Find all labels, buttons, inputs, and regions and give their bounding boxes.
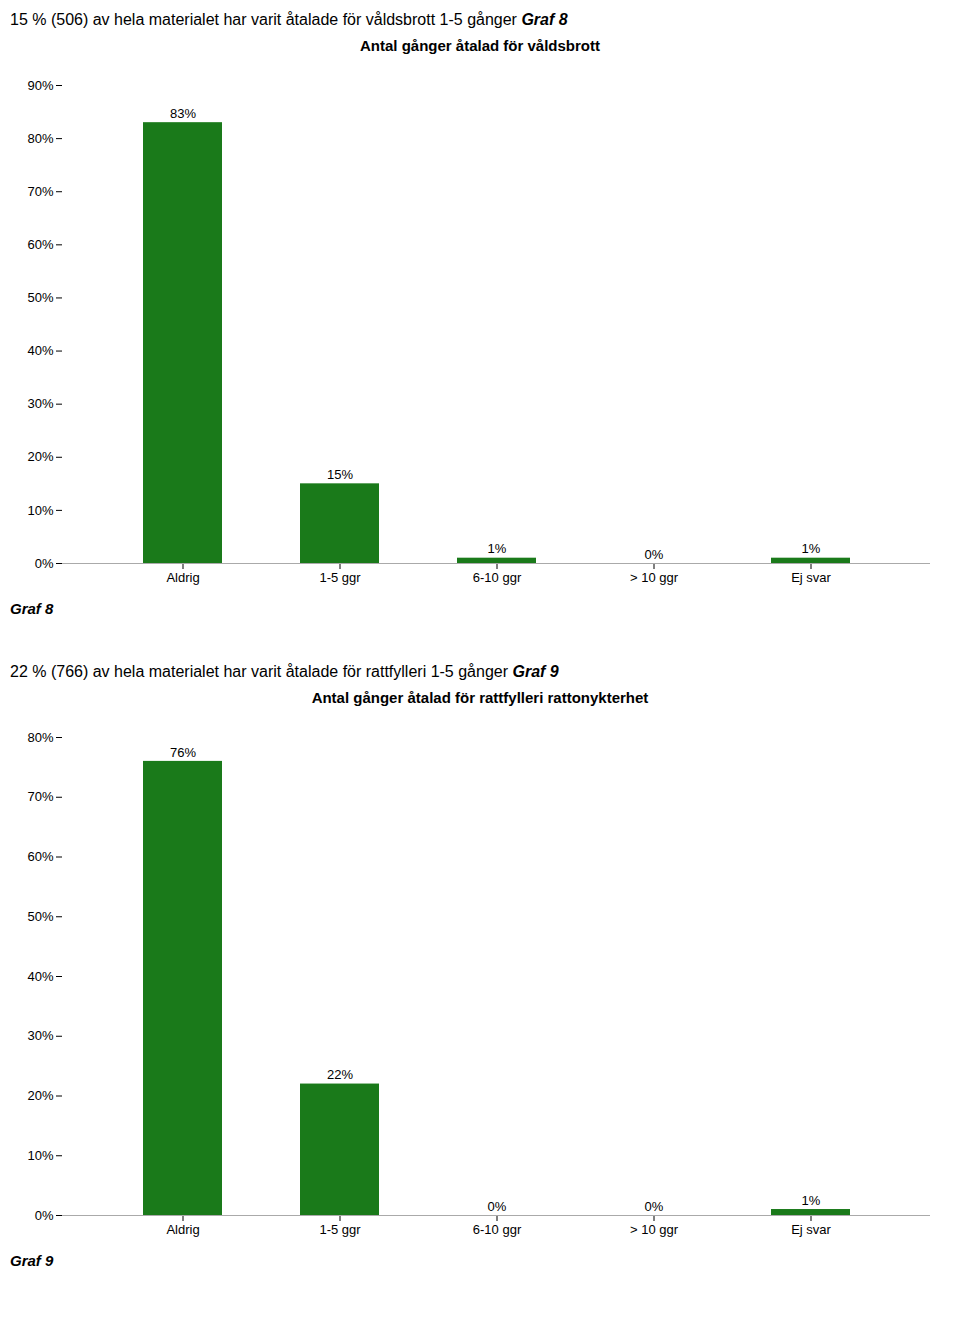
svg-text:6-10 ggr: 6-10 ggr — [473, 1222, 522, 1237]
svg-text:Ej svar: Ej svar — [791, 570, 831, 585]
svg-text:40%: 40% — [27, 969, 53, 984]
svg-text:70%: 70% — [27, 184, 53, 199]
svg-text:0%: 0% — [645, 547, 664, 562]
html-text:Graf 9: Graf 9 — [10, 1252, 54, 1269]
svg-text:10%: 10% — [27, 1148, 53, 1163]
svg-text:0%: 0% — [645, 1199, 664, 1214]
svg-text:20%: 20% — [27, 449, 53, 464]
svg-text:76%: 76% — [170, 745, 196, 760]
svg-text:30%: 30% — [27, 396, 53, 411]
svg-text:1%: 1% — [488, 541, 507, 556]
svg-text:60%: 60% — [27, 849, 53, 864]
svg-text:6-10 ggr: 6-10 ggr — [473, 570, 522, 585]
svg-text:50%: 50% — [27, 290, 53, 305]
svg-text:20%: 20% — [27, 1088, 53, 1103]
svg-text:90%: 90% — [27, 78, 53, 93]
svg-text:1-5 ggr: 1-5 ggr — [319, 1222, 361, 1237]
html-text:Graf 8: Graf 8 — [10, 600, 54, 617]
svg-text:0%: 0% — [35, 1208, 54, 1223]
svg-text:1%: 1% — [802, 541, 821, 556]
svg-text:> 10 ggr: > 10 ggr — [630, 1222, 679, 1237]
html-text:22 % (766) av hela materialet: 22 % (766) av hela materialet har varit … — [10, 663, 559, 680]
html-text:Antal gånger åtalad för rattfy: Antal gånger åtalad för rattfylleri ratt… — [311, 689, 649, 706]
svg-text:80%: 80% — [27, 131, 53, 146]
svg-text:Aldrig: Aldrig — [166, 570, 199, 585]
svg-text:40%: 40% — [27, 343, 53, 358]
svg-text:30%: 30% — [27, 1028, 53, 1043]
svg-text:50%: 50% — [27, 909, 53, 924]
svg-text:80%: 80% — [27, 730, 53, 745]
svg-text:> 10 ggr: > 10 ggr — [630, 570, 679, 585]
svg-text:1%: 1% — [802, 1193, 821, 1208]
svg-text:0%: 0% — [35, 556, 54, 571]
svg-text:10%: 10% — [27, 503, 53, 518]
svg-text:22%: 22% — [327, 1067, 353, 1082]
svg-text:70%: 70% — [27, 789, 53, 804]
svg-text:83%: 83% — [170, 106, 196, 121]
svg-text:15%: 15% — [327, 467, 353, 482]
svg-text:Aldrig: Aldrig — [166, 1222, 199, 1237]
html-text:Antal gånger åtalad för våldsb: Antal gånger åtalad för våldsbrott — [360, 37, 600, 54]
svg-text:Ej svar: Ej svar — [791, 1222, 831, 1237]
svg-text:0%: 0% — [488, 1199, 507, 1214]
svg-text:60%: 60% — [27, 237, 53, 252]
svg-text:1-5 ggr: 1-5 ggr — [319, 570, 361, 585]
html-text:15 % (506) av hela materialet: 15 % (506) av hela materialet har varit … — [10, 11, 568, 28]
